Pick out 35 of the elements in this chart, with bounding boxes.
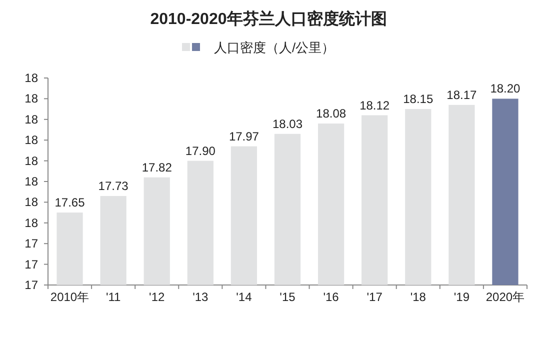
data-label: 17.73 <box>98 178 129 193</box>
x-tick-label: 2010年 <box>50 290 90 304</box>
x-tick-label: '12 <box>149 290 166 304</box>
legend-label: 人口密度（人/公里） <box>214 40 335 55</box>
x-tick-label: '13 <box>192 290 209 304</box>
x-tick-label: '11 <box>106 290 122 304</box>
data-label: 18.08 <box>316 106 346 121</box>
y-tick-label: 18 <box>24 133 38 148</box>
data-label: 17.90 <box>185 144 216 158</box>
data-label: 18.15 <box>403 92 434 106</box>
x-tick-label: '14 <box>236 290 252 304</box>
y-tick-label: 18 <box>24 92 38 106</box>
y-tick-label: 18 <box>24 216 38 230</box>
data-label: 18.03 <box>272 116 303 131</box>
y-tick-label: 18 <box>24 154 38 168</box>
x-tick-label: 2020年 <box>486 290 525 304</box>
data-label: 17.97 <box>228 129 260 144</box>
x-tick-label: '16 <box>323 290 340 304</box>
y-tick-label: 17 <box>24 236 38 251</box>
x-tick-label: '19 <box>454 290 470 304</box>
data-label: 17.65 <box>54 196 86 210</box>
y-tick-label: 18 <box>24 112 38 126</box>
y-tick-label: 17 <box>24 278 38 292</box>
x-tick-label: '15 <box>280 290 296 304</box>
data-label: 18.20 <box>490 82 521 96</box>
y-tick-label: 18 <box>24 174 38 188</box>
x-tick-label: '17 <box>366 290 383 304</box>
y-tick-label: 18 <box>24 71 38 85</box>
x-tick-label: '18 <box>410 290 426 304</box>
y-tick-label: 18 <box>24 195 38 210</box>
data-label: 18.12 <box>360 98 390 112</box>
data-label: 18.17 <box>446 88 478 102</box>
data-label: 17.82 <box>142 160 172 174</box>
chart-title: 2010-2020年芬兰人口密度统计图 <box>150 9 387 28</box>
y-tick-label: 17 <box>24 257 38 272</box>
